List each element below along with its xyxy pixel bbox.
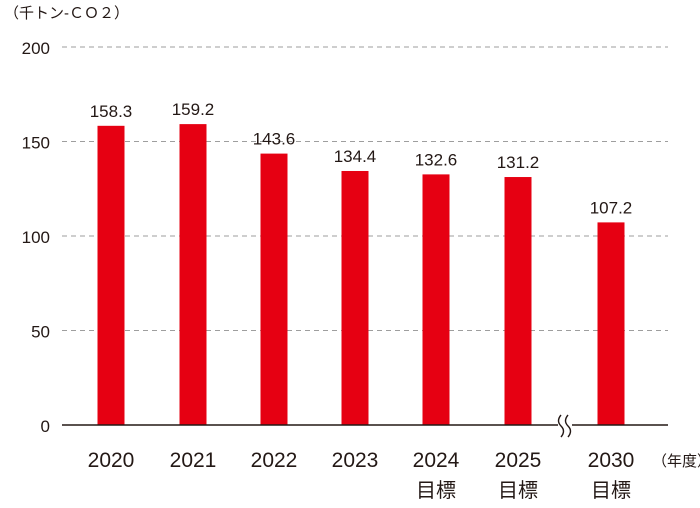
y-axis-unit-label: （千トン-ＣＯ２） bbox=[4, 5, 129, 22]
value-label-2020: 158.3 bbox=[90, 102, 133, 121]
y-tick-label-50: 50 bbox=[31, 323, 50, 342]
axis-break-mark-right bbox=[564, 414, 572, 438]
x-tick-label-2020: 2020 bbox=[88, 449, 135, 472]
axis-break-mark-left bbox=[557, 414, 565, 438]
value-label-2023: 134.4 bbox=[334, 147, 377, 166]
y-tick-label-100: 100 bbox=[22, 228, 50, 247]
bar-2023 bbox=[341, 170, 369, 425]
x-axis-unit-label: （年度） bbox=[652, 453, 700, 470]
bar-2025 bbox=[504, 177, 532, 425]
value-label-2021: 159.2 bbox=[172, 100, 215, 119]
y-tick-label-200: 200 bbox=[22, 39, 50, 58]
value-label-2030: 107.2 bbox=[590, 198, 633, 217]
y-tick-label-150: 150 bbox=[22, 134, 50, 153]
y-tick-label-0: 0 bbox=[41, 417, 50, 436]
x-tick-label-2025: 2025 bbox=[495, 449, 542, 472]
x-tick-suffix-2025: 目標 bbox=[498, 479, 538, 502]
bar-2030 bbox=[597, 222, 625, 425]
bar-2022 bbox=[260, 153, 288, 425]
x-tick-label-2021: 2021 bbox=[170, 449, 217, 472]
x-tick-suffix-2024: 目標 bbox=[416, 479, 456, 502]
bar-2020 bbox=[97, 125, 125, 426]
value-label-2022: 143.6 bbox=[253, 130, 296, 149]
x-tick-suffix-2030: 目標 bbox=[591, 479, 631, 502]
x-tick-label-2030: 2030 bbox=[588, 449, 635, 472]
x-tick-label-2023: 2023 bbox=[332, 449, 379, 472]
x-tick-label-2022: 2022 bbox=[251, 449, 298, 472]
value-label-2025: 131.2 bbox=[497, 153, 540, 172]
bar-2024 bbox=[422, 174, 450, 425]
value-label-2024: 132.6 bbox=[415, 150, 458, 169]
bar-2021 bbox=[179, 124, 207, 425]
x-tick-label-2024: 2024 bbox=[413, 449, 460, 472]
